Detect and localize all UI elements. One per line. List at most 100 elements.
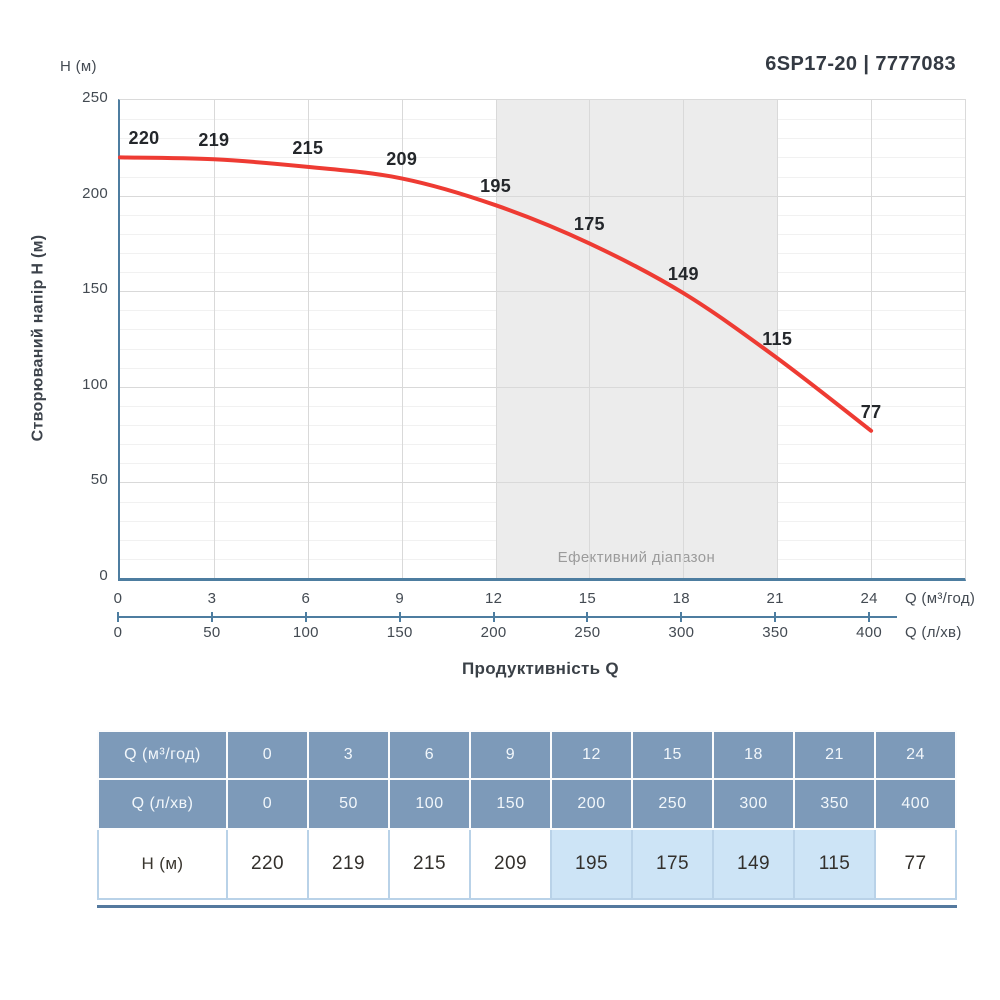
data-table-wrap: Q (м³/год) 0 3 6 9 12 15 18 21 24 Q (л/хв) 0 50 100 15…	[97, 730, 957, 908]
table-row-label: H (м)	[97, 830, 228, 900]
x-axis-row-m3h: 0 3 6 9 12 15 18 21 24	[114, 590, 963, 608]
table-cell: 195	[552, 830, 633, 900]
effective-range-label: Ефективний діапазон	[557, 549, 716, 566]
gridline-vertical	[589, 100, 591, 578]
x-axis-tick	[586, 612, 589, 622]
table-cell: 350	[795, 780, 876, 830]
x-tick-m3h: 3	[207, 590, 217, 607]
x-axis-unit-lmin: Q (л/хв)	[905, 624, 962, 641]
gridline-vertical	[683, 100, 685, 578]
table-cell: 209	[471, 830, 552, 900]
curve-point-label: 195	[480, 176, 512, 197]
curve-point-label: 209	[386, 149, 418, 170]
gridline-vertical	[307, 100, 309, 578]
x-tick-m3h: 24	[860, 590, 878, 607]
x-tick-lmin: 100	[292, 624, 319, 641]
plot-area: Ефективний діапазон 220 219 215 209 195 175 149…	[118, 99, 966, 581]
curve-point-label: 115	[762, 329, 793, 350]
x-tick-lmin: 150	[386, 624, 413, 641]
x-tick-m3h: 12	[484, 590, 503, 607]
table-row: Q (л/хв) 0 50 100 150 200 250 300 350 400	[97, 780, 957, 830]
x-axis-title: Продуктивність Q	[462, 659, 619, 678]
curve-point-label: 215	[292, 137, 324, 158]
gridline-vertical	[495, 100, 497, 578]
table-cell: 150	[471, 780, 552, 830]
gridline-major	[120, 482, 965, 484]
table-cell: 115	[795, 830, 876, 900]
x-axis-tick	[680, 612, 683, 622]
gridline-major	[120, 386, 965, 388]
y-tick-label: 200	[82, 184, 108, 202]
pump-curve	[118, 155, 874, 433]
x-tick-lmin: 50	[203, 624, 221, 641]
y-axis-title-wrap: Створюваний напір H (м)	[20, 99, 56, 577]
table-cell: 300	[714, 780, 795, 830]
x-axis-tick	[492, 612, 495, 622]
x-tick-m3h: 9	[395, 590, 405, 607]
data-table: Q (м³/год) 0 3 6 9 12 15 18 21 24 Q (л/хв) 0 50 100 15…	[97, 730, 957, 900]
table-row-label: Q (м³/год)	[97, 730, 228, 780]
table-row-label: Q (л/хв)	[97, 780, 228, 830]
y-tick-label: 150	[82, 280, 108, 298]
table-cell: 100	[390, 780, 471, 830]
x-tick-m3h: 18	[672, 590, 690, 607]
x-axis-tick	[774, 612, 777, 622]
table-cell: 0	[228, 780, 309, 830]
gridline-vertical	[871, 100, 873, 578]
table-row: Q (м³/год) 0 3 6 9 12 15 18 21 24	[97, 730, 957, 780]
x-axis-tick	[868, 612, 871, 622]
x-tick-lmin: 200	[480, 624, 507, 641]
table-cell: 3	[309, 730, 390, 780]
y-axis-title: Створюваний напір H (м)	[29, 234, 47, 442]
x-tick-lmin: 400	[856, 624, 883, 641]
curve-point-label: 149	[667, 264, 699, 285]
table-cell: 6	[390, 730, 471, 780]
x-tick-lmin: 0	[113, 624, 123, 641]
table-cell: 15	[633, 730, 714, 780]
effective-range-region: Ефективний діапазон	[495, 100, 778, 578]
table-cell: 220	[228, 830, 309, 900]
x-tick-lmin: 300	[668, 624, 695, 641]
y-tick-label: 250	[82, 89, 108, 106]
x-axis-line	[117, 612, 897, 622]
x-tick-lmin: 350	[762, 624, 789, 641]
table-cell: 175	[633, 830, 714, 900]
x-axis-row-lmin: 0 50 100 150 200 250 300 350 400	[114, 624, 963, 642]
table-cell: 0	[228, 730, 309, 780]
x-axis-tick	[398, 612, 401, 622]
gridline-vertical	[213, 100, 215, 578]
x-axis-tick	[304, 612, 307, 622]
pump-curve-path	[118, 155, 874, 433]
table-cell: 149	[714, 830, 795, 900]
curve-point-label: 220	[128, 128, 160, 149]
x-tick-lmin: 250	[574, 624, 601, 641]
table-cell: 215	[390, 830, 471, 900]
curve-point-label: 175	[573, 214, 605, 235]
curve-point-label: 77	[860, 401, 882, 422]
gridline-major	[120, 195, 965, 197]
table-cell: 24	[876, 730, 957, 780]
x-tick-m3h: 15	[578, 590, 597, 607]
table-cell: 9	[471, 730, 552, 780]
x-tick-m3h: 21	[766, 590, 784, 607]
table-cell: 50	[309, 780, 390, 830]
table-cell: 77	[876, 830, 957, 900]
product-title: 6SP17-20 | 7777083	[765, 53, 956, 75]
y-axis-unit-label: H (м)	[60, 58, 97, 75]
table-cell: 219	[309, 830, 390, 900]
y-tick-label: 100	[82, 375, 108, 393]
x-axis-tick	[117, 612, 119, 622]
gridline-major	[120, 291, 965, 293]
table-cell: 18	[714, 730, 795, 780]
gridline-vertical	[401, 100, 403, 578]
curve-point-label: 219	[198, 130, 230, 151]
table-cell: 400	[876, 780, 957, 830]
y-tick-label: 50	[90, 471, 108, 489]
x-tick-m3h: 6	[301, 590, 311, 607]
table-cell: 200	[552, 780, 633, 830]
x-axis-unit-m3h: Q (м³/год)	[905, 590, 976, 607]
x-tick-m3h: 0	[113, 590, 123, 607]
y-tick-label: 0	[99, 567, 108, 584]
table-cell: 21	[795, 730, 876, 780]
